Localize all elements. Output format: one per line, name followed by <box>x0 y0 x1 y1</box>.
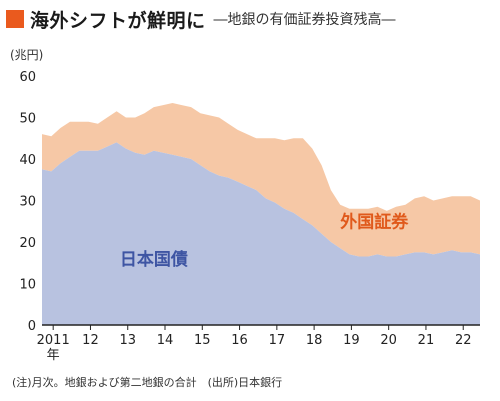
y-axis: 0 10 20 30 40 50 60 <box>19 70 36 334</box>
x-tick-label: 20 <box>380 333 397 348</box>
y-tick-label: 0 <box>28 319 36 334</box>
y-tick-label: 20 <box>19 236 36 251</box>
y-tick-label: 60 <box>19 70 36 85</box>
x-tick-label: 12 <box>82 333 99 348</box>
y-unit-label: (兆円) <box>10 48 43 62</box>
x-tick-label: 16 <box>231 333 248 348</box>
chart-title: 海外シフトが鮮明に <box>30 9 206 32</box>
title-marker <box>6 10 24 28</box>
series-label-jgb: 日本国債 <box>120 249 188 270</box>
x-tick-label: 14 <box>157 333 174 348</box>
series-label-foreign-securities: 外国証券 <box>340 211 409 232</box>
series-area-jgb <box>42 142 480 325</box>
x-tick-label: 17 <box>269 333 286 348</box>
footnote: (注)月次。地銀および第二地銀の合計 (出所)日本銀行 <box>12 376 283 389</box>
x-tick-label: 22 <box>455 333 472 348</box>
series-area-foreign-securities <box>42 103 480 257</box>
y-tick-label: 50 <box>19 112 36 127</box>
title-row: 海外シフトが鮮明に ―地銀の有価証券投資残高― <box>6 6 396 32</box>
chart-subtitle: ―地銀の有価証券投資残高― <box>213 12 396 28</box>
x-tick-label: 2011 <box>37 333 70 348</box>
x-tick-label: 18 <box>306 333 323 348</box>
x-tick-label: 19 <box>343 333 360 348</box>
y-tick-label: 10 <box>19 278 36 293</box>
x-year-suffix: 年 <box>47 348 60 363</box>
y-tick-label: 40 <box>19 153 36 168</box>
y-tick-label: 30 <box>19 195 36 210</box>
x-tick-label: 15 <box>194 333 211 348</box>
x-tick-label: 21 <box>418 333 435 348</box>
x-tick-label: 13 <box>119 333 136 348</box>
